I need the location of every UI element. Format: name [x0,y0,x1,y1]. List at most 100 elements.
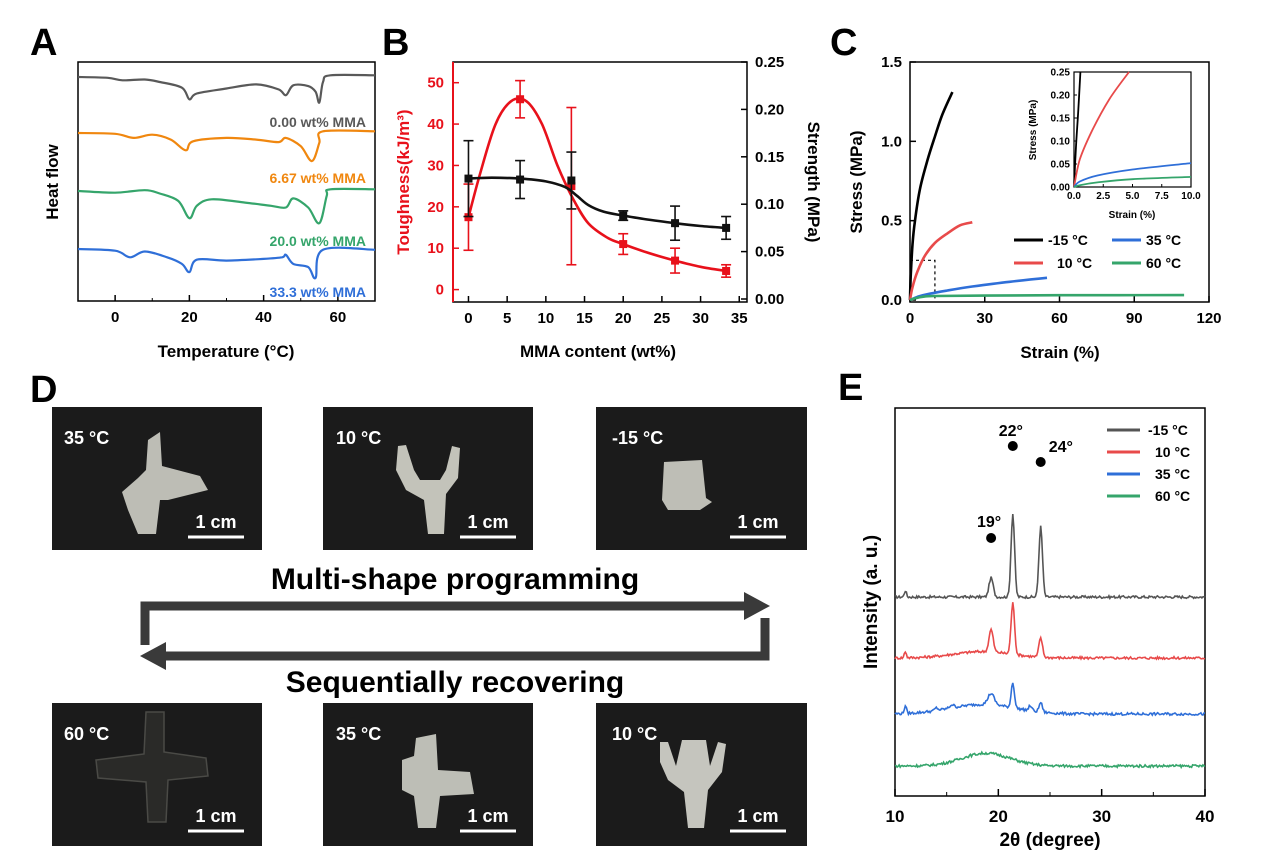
chart-c-ytick-label-2: 1.0 [881,133,902,150]
chart-c-xtick-label-3: 90 [1126,310,1143,327]
chart-c-xtick-label-4: 120 [1196,310,1221,327]
chart-b-y2tick-label-2: 0.10 [755,196,784,213]
photo-2-sample-shape [396,445,460,534]
panel-label-e: E [838,367,863,409]
chart-a-curve-1 [77,129,376,163]
photo-2: 10 °C 1 cm [323,407,533,550]
chart-b-xtick-label-2: 10 [537,310,554,327]
photo-5-scale: 1 cm [467,806,508,826]
chart-b-y2tick-label-4: 0.20 [755,101,784,118]
photo-2-temp: 10 °C [336,428,381,448]
chart-e-curve-3 [894,750,1206,770]
chart-c-inset-xtick-label-1: 2.5 [1096,191,1110,202]
chart-b-y2tick-label-5: 0.25 [755,54,784,71]
chart-e-legend: -15 °C 10 °C 35 °C 60 °C [1107,422,1190,504]
chart-b-xtick-label-7: 35 [731,310,748,327]
chart-e-peak-dot-2 [1035,457,1046,467]
panel-d: 35 °C 1 cm 10 °C 1 cm -15 °C 1 cm Multi-… [52,407,807,846]
chart-c-inset-curve-0 [1073,71,1082,188]
chart-c-legend-label-1: 10 °C [1057,255,1092,271]
chart-c-inset-xtick-label-4: 10.0 [1181,191,1201,202]
chart-a-xtick-label-2: 40 [255,309,272,326]
chart-b-xtick-label-6: 30 [692,310,709,327]
chart-e-curve-1 [894,602,1206,661]
chart-c-ytick-label-0: 0.0 [881,292,902,309]
chart-e-legend-label-0: -15 °C [1148,422,1188,438]
reverse-label: Sequentially recovering [286,666,624,699]
chart-c-legend-label-2: 35 °C [1146,232,1181,248]
chart-e-legend-label-2: 35 °C [1155,466,1190,482]
chart-c-ylabel: Stress (MPa) [847,131,866,234]
chart-b-fit-0 [467,97,727,273]
chart-c-inset-ytick-label-0: 0.00 [1051,183,1071,194]
chart-b-xtick-label-5: 25 [654,310,671,327]
chart-e-ylabel: Intensity (a. u.) [861,535,882,669]
chart-c: 0 30 60 90 120 0.0 0.5 1.0 1.5 Strain (%) Stress… [847,54,1222,362]
chart-c-legend: -15 °C 35 °C 10 °C 60 °C [1014,232,1181,271]
chart-b-xtick-label-3: 15 [576,310,593,327]
chart-c-ytick-label-1: 0.5 [881,213,902,230]
photo-2-scale: 1 cm [467,512,508,532]
photo-6-temp: 10 °C [612,724,657,744]
chart-c-inset-curve-1 [1073,71,1130,188]
chart-c-zoom-box [910,259,936,300]
chart-e-xtick-label-2: 30 [1092,807,1111,826]
chart-e-peak-dot-1 [1007,441,1018,451]
chart-b-ytick-label-4: 40 [427,116,444,133]
chart-e-curve-0 [894,513,1206,601]
chart-b: 0 5 10 15 20 25 30 35 0 10 20 30 40 50 0.00 0.05 0.10 0.1… [394,54,823,361]
photo-5-sample-shape [402,734,474,828]
chart-b-point-0-4 [671,256,680,265]
chart-b-ytick-label-5: 50 [427,75,444,92]
chart-c-inset-xtick-label-3: 7.5 [1155,191,1169,202]
chart-c-curve-0 [908,91,954,301]
chart-b-xtick-label-0: 0 [464,310,472,327]
chart-a-label-2: 20.0 wt% MMA [270,233,366,249]
chart-a-label-0: 0.00 wt% MMA [270,114,366,130]
chart-b-point-0-3 [619,240,628,249]
chart-e-xlabel: 2θ (degree) [999,830,1100,851]
chart-e-peak-label-2: 24° [1049,439,1073,456]
chart-c-inset-ytick-label-1: 0.05 [1051,160,1071,171]
chart-a-curve-2 [77,187,376,225]
chart-e-xtick-label-1: 20 [989,807,1008,826]
chart-b-xlabel: MMA content (wt%) [520,342,676,361]
chart-b-ytick-label-1: 10 [427,240,444,257]
chart-c-inset-ylabel: Stress (MPa) [1028,100,1039,161]
chart-c-curve-3 [909,293,1185,302]
photo-4-sample-shape [95,711,209,823]
chart-c-xtick-label-2: 60 [1051,310,1068,327]
photo-4-scale: 1 cm [195,806,236,826]
chart-e-peak-dot-0 [986,533,997,543]
chart-c-xtick-label-1: 30 [976,310,993,327]
chart-b-point-1-1 [516,175,525,184]
photo-1-temp: 35 °C [64,428,109,448]
chart-b-ytick-label-0: 0 [436,282,444,299]
chart-e-peak-label-1: 22° [999,423,1023,440]
reverse-arrow-shaft [162,618,770,661]
panel-label-a: A [30,22,57,64]
photo-6-scale: 1 cm [737,806,778,826]
chart-c-inset-xtick-label-0: 0.0 [1067,191,1081,202]
chart-c-legend-label-3: 60 °C [1146,255,1181,271]
chart-a: 0 20 40 60 Temperature (°C) Heat flow 0.00 … [43,61,376,361]
chart-a-label-3: 33.3 wt% MMA [270,284,366,300]
photo-1-scale: 1 cm [195,512,236,532]
chart-a-curve-3 [77,246,376,280]
photo-6: 10 °C 1 cm [596,703,807,846]
forward-arrow-head [744,592,770,620]
photo-3-sample-shape [662,460,712,510]
forward-label: Multi-shape programming [271,563,639,596]
photo-6-sample-shape [660,740,726,828]
chart-b-point-1-5 [722,223,731,232]
chart-c-inset-xtick-label-2: 5.0 [1126,191,1140,202]
chart-b-y2tick-label-1: 0.05 [755,244,784,261]
chart-c-xlabel: Strain (%) [1020,343,1099,362]
photo-1: 35 °C 1 cm [52,407,262,550]
chart-b-ytick-label-2: 20 [427,199,444,216]
chart-b-y2tick-label-3: 0.15 [755,149,784,166]
chart-b-point-1-0 [464,174,473,183]
chart-a-xtick-label-1: 20 [181,309,198,326]
panel-label-b: B [382,22,409,64]
